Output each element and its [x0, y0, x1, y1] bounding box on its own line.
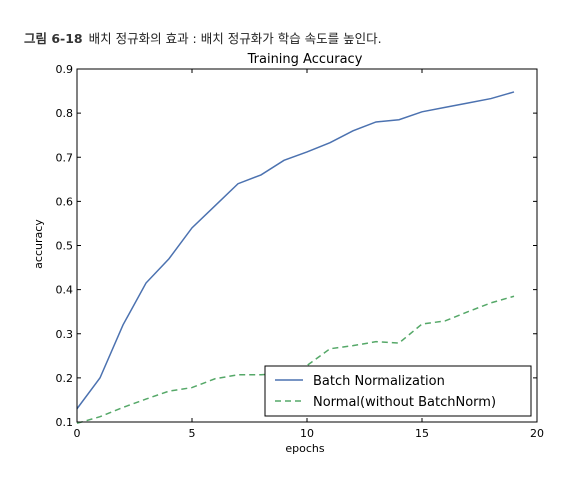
- figure-number: 그림 6-18: [24, 31, 83, 46]
- y-tick-label: 0.5: [56, 240, 74, 253]
- y-tick-label: 0.6: [56, 195, 74, 208]
- legend-label-1: Batch Normalization: [313, 374, 445, 389]
- series-line-1: [76, 91, 515, 410]
- figure-caption: 그림 6-18 배치 정규화의 효과 : 배치 정규화가 학습 속도를 높인다.: [24, 28, 382, 47]
- legend: Batch Normalization Normal(without BatchN…: [264, 365, 532, 417]
- y-tick-label: 0.9: [56, 63, 74, 76]
- chart-title: Training Accuracy: [247, 52, 363, 67]
- x-tick-label: 5: [189, 427, 196, 440]
- y-tick-label: 0.1: [56, 416, 74, 429]
- x-axis-label: epochs: [285, 442, 324, 455]
- x-tick-label: 20: [530, 427, 544, 440]
- y-tick-label: 0.7: [56, 151, 74, 164]
- x-tick-label: 0: [74, 427, 81, 440]
- figure-caption-text: 배치 정규화의 효과 : 배치 정규화가 학습 속도를 높인다.: [88, 31, 382, 46]
- y-tick-label: 0.3: [56, 328, 74, 341]
- y-tick-label: 0.2: [56, 372, 74, 385]
- x-tick-label: 10: [300, 427, 314, 440]
- y-tick-label: 0.8: [56, 107, 74, 120]
- y-axis-label: accuracy: [32, 219, 45, 269]
- y-tick-label: 0.4: [56, 284, 74, 297]
- x-tick-label: 15: [415, 427, 429, 440]
- series-layer: [76, 91, 515, 425]
- legend-box: [264, 365, 532, 417]
- legend-label-2: Normal(without BatchNorm): [313, 395, 496, 410]
- axes-layer: 0 5 10 15 20 0.1 0.2 0.3 0.4 0.5 0.6 0.7 0.8 0.9: [56, 63, 545, 440]
